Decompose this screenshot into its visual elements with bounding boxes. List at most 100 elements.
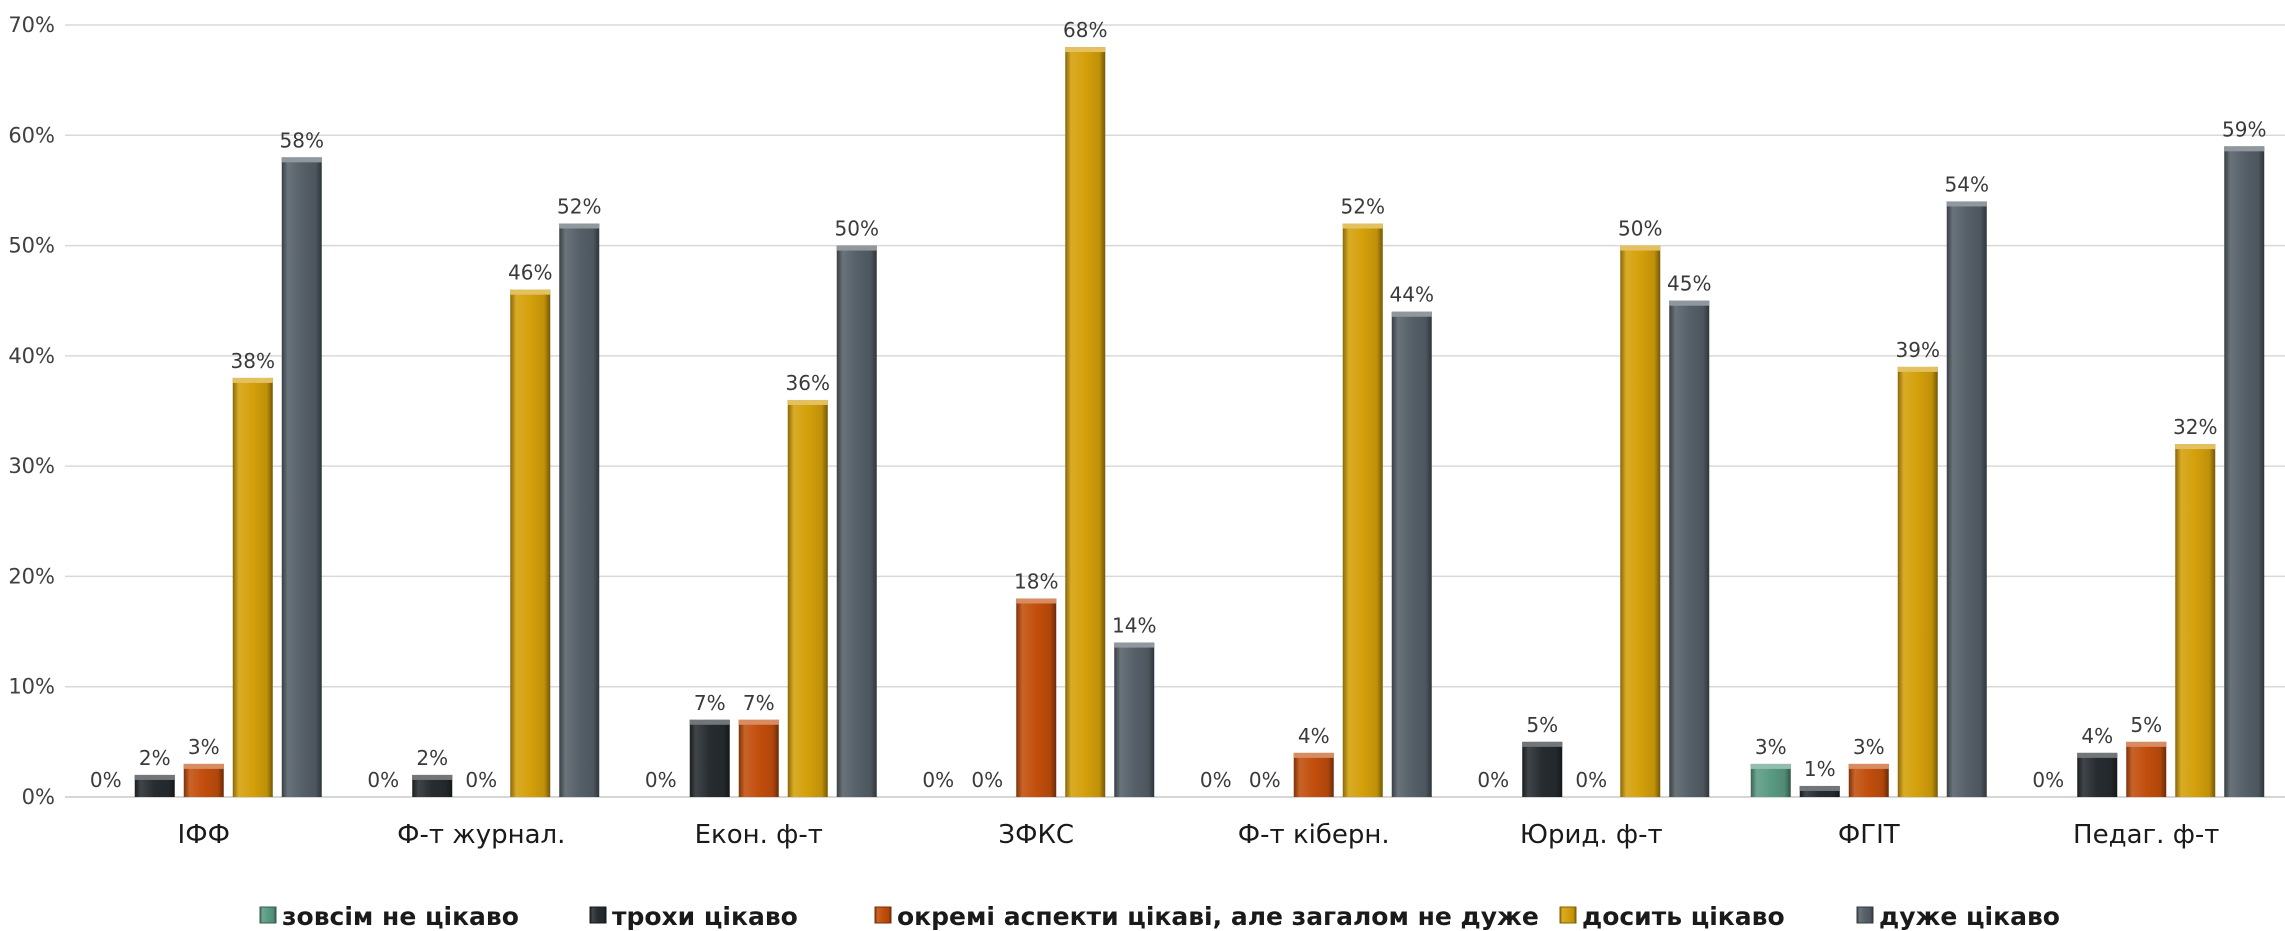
bar-cap bbox=[1620, 245, 1661, 251]
gridlines bbox=[65, 24, 2285, 798]
legend-swatch bbox=[259, 906, 277, 924]
bar bbox=[232, 377, 273, 797]
bar bbox=[738, 719, 779, 797]
legend-label: трохи цікаво bbox=[612, 902, 798, 931]
data-label: 50% bbox=[1618, 217, 1662, 241]
bar-cap bbox=[689, 719, 730, 725]
bar bbox=[2175, 444, 2216, 797]
data-label: 54% bbox=[1945, 172, 1989, 196]
data-label: 52% bbox=[1341, 195, 1385, 219]
y-axis: 0% 10% 20% 30% 40% 50% 60% 70% bbox=[8, 13, 55, 809]
data-labels: 0% 2% 3% 38% 58% 0% 2% 0% 46% 52% 0% 7% 7% 36% 50% 0% 0%… bbox=[90, 18, 2267, 792]
bar bbox=[183, 763, 224, 797]
data-label: 46% bbox=[508, 261, 552, 285]
bar bbox=[1522, 741, 1563, 797]
bar-cap bbox=[412, 774, 453, 780]
data-label: 5% bbox=[2130, 713, 2162, 737]
bar-cap bbox=[232, 377, 273, 383]
bar-cap bbox=[1799, 785, 1840, 791]
bar-cap bbox=[836, 245, 877, 251]
bar bbox=[510, 289, 551, 797]
bar-cap bbox=[183, 763, 224, 769]
bar-cap bbox=[134, 774, 175, 780]
data-label: 2% bbox=[139, 746, 171, 770]
bar bbox=[1620, 245, 1661, 798]
data-label: 0% bbox=[1477, 768, 1509, 792]
data-label: 52% bbox=[557, 195, 601, 219]
bar-cap bbox=[787, 399, 828, 405]
y-tick-label: 20% bbox=[8, 564, 55, 588]
data-label: 44% bbox=[1390, 283, 1434, 307]
bar-cap bbox=[2126, 741, 2167, 747]
bar bbox=[2224, 146, 2265, 798]
data-label: 0% bbox=[1200, 768, 1232, 792]
data-label: 58% bbox=[280, 128, 324, 152]
bar bbox=[1897, 366, 1938, 797]
data-label: 50% bbox=[835, 217, 879, 241]
data-label: 0% bbox=[1575, 768, 1607, 792]
bar bbox=[1342, 223, 1383, 797]
bar bbox=[281, 157, 322, 798]
bars bbox=[134, 47, 2265, 798]
x-tick-label: Педаг. ф-т bbox=[2073, 820, 2219, 850]
bar bbox=[1750, 763, 1791, 797]
bar bbox=[689, 719, 730, 797]
bar bbox=[1016, 598, 1057, 797]
data-label: 0% bbox=[971, 768, 1003, 792]
bar-cap bbox=[1522, 741, 1563, 747]
data-label: 38% bbox=[231, 349, 275, 373]
bar-cap bbox=[1065, 47, 1106, 53]
x-tick-label: Екон. ф-т bbox=[695, 820, 823, 850]
data-label: 36% bbox=[786, 371, 830, 395]
data-label: 4% bbox=[2081, 724, 2113, 748]
data-label: 14% bbox=[1112, 614, 1156, 638]
x-tick-label: Ф-т кіберн. bbox=[1238, 820, 1390, 850]
bar-cap bbox=[738, 719, 779, 725]
data-label: 0% bbox=[2032, 768, 2064, 792]
x-tick-label: Юрид. ф-т bbox=[1520, 820, 1663, 850]
legend-label: окремі аспекти цікаві, але загалом не ду… bbox=[897, 902, 1539, 931]
bar-cap bbox=[1897, 366, 1938, 372]
bar bbox=[1946, 201, 1987, 797]
data-label: 3% bbox=[188, 735, 220, 759]
legend: зовсім не цікаво трохи цікаво окремі аспек… bbox=[259, 902, 2060, 931]
bar-cap bbox=[1946, 201, 1987, 207]
y-tick-label: 0% bbox=[22, 785, 55, 809]
bar-cap bbox=[1293, 752, 1334, 758]
x-tick-label: Ф-т журнал. bbox=[397, 820, 565, 850]
bar bbox=[1065, 47, 1106, 798]
legend-swatch bbox=[1559, 906, 1577, 924]
bar-cap bbox=[1750, 763, 1791, 769]
y-tick-label: 50% bbox=[8, 234, 55, 258]
data-label: 0% bbox=[1249, 768, 1281, 792]
data-label: 0% bbox=[90, 768, 122, 792]
data-label: 45% bbox=[1667, 272, 1711, 296]
data-label: 3% bbox=[1755, 735, 1787, 759]
bar bbox=[412, 774, 453, 797]
data-label: 0% bbox=[367, 768, 399, 792]
data-label: 2% bbox=[416, 746, 448, 770]
data-label: 4% bbox=[1298, 724, 1330, 748]
bar-cap bbox=[1391, 311, 1432, 317]
bar-cap bbox=[2175, 444, 2216, 450]
bar bbox=[134, 774, 175, 797]
bar-cap bbox=[1342, 223, 1383, 229]
bar bbox=[1669, 300, 1710, 797]
x-tick-label: ФГІТ bbox=[1838, 820, 1900, 850]
bar-cap bbox=[281, 157, 322, 163]
x-tick-label: ЗФКС bbox=[998, 820, 1074, 850]
data-label: 0% bbox=[645, 768, 677, 792]
bar-cap bbox=[2224, 146, 2265, 152]
bar-cap bbox=[1016, 598, 1057, 604]
y-tick-label: 40% bbox=[8, 344, 55, 368]
y-tick-label: 60% bbox=[8, 123, 55, 147]
legend-label: дуже цікаво bbox=[1879, 902, 2060, 931]
bar bbox=[2126, 741, 2167, 797]
data-label: 7% bbox=[694, 691, 726, 715]
bar-cap bbox=[559, 223, 600, 229]
data-label: 18% bbox=[1014, 569, 1058, 593]
bar-cap bbox=[2077, 752, 2118, 758]
data-label: 0% bbox=[922, 768, 954, 792]
legend-swatch bbox=[1856, 906, 1874, 924]
bar bbox=[1391, 311, 1432, 797]
